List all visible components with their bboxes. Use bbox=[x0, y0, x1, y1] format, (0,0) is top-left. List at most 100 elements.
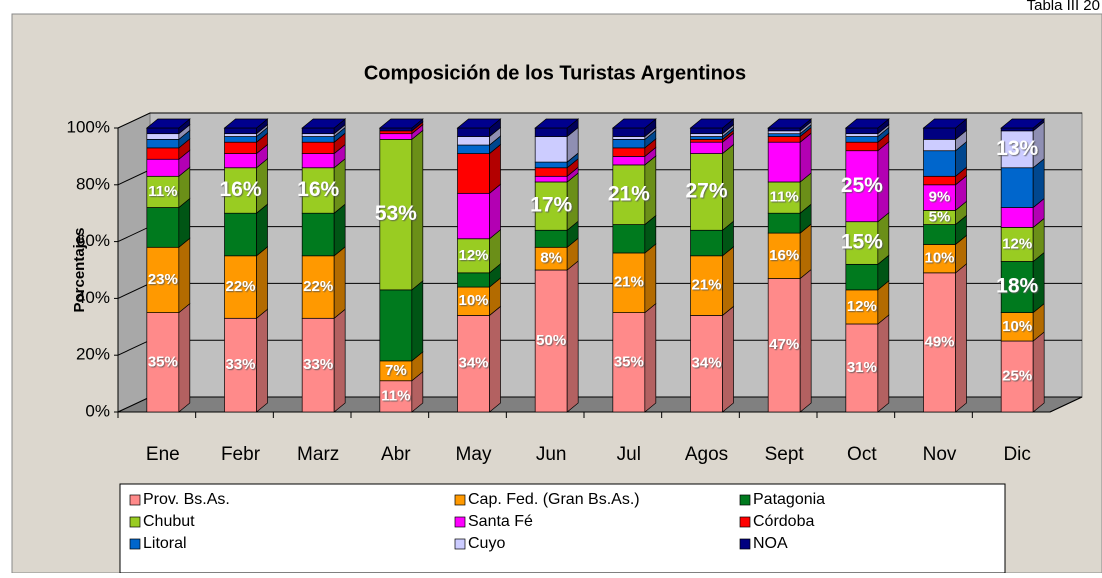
bar-front bbox=[534, 136, 568, 163]
side-wall bbox=[117, 112, 151, 413]
data-label: 33% bbox=[225, 356, 255, 373]
bar-segment bbox=[923, 263, 967, 413]
bar-segment bbox=[224, 158, 268, 214]
data-label: 13% bbox=[996, 137, 1038, 160]
bar-front bbox=[224, 167, 257, 214]
bar-segment bbox=[301, 203, 346, 257]
data-label: 12% bbox=[1002, 235, 1032, 252]
bar-front bbox=[845, 136, 879, 143]
legend-swatch bbox=[454, 538, 466, 550]
bar-front bbox=[146, 147, 180, 160]
bar-side bbox=[256, 308, 268, 413]
bar-front bbox=[612, 224, 646, 254]
bar-front bbox=[379, 127, 413, 132]
bar-side bbox=[644, 243, 657, 314]
bar-segment bbox=[845, 254, 890, 291]
bar-segment bbox=[146, 166, 191, 209]
bar-front bbox=[767, 133, 801, 137]
bar-segment bbox=[1000, 251, 1045, 314]
bar-front bbox=[457, 136, 490, 146]
bar-side bbox=[877, 314, 890, 413]
x-tick-label: Dic bbox=[1003, 444, 1030, 465]
data-label: 35% bbox=[148, 353, 178, 370]
bar-front bbox=[379, 380, 413, 413]
bar-side bbox=[178, 302, 191, 413]
legend-label: Cuyo bbox=[468, 535, 505, 552]
bar-front bbox=[301, 136, 335, 143]
bar-front bbox=[690, 141, 723, 154]
bar-side bbox=[178, 237, 191, 314]
bar-front bbox=[1000, 167, 1034, 208]
bar-front bbox=[146, 246, 180, 313]
data-label: 16% bbox=[297, 178, 339, 201]
bar-front bbox=[690, 127, 723, 135]
bar-side bbox=[722, 246, 734, 317]
bar-front bbox=[767, 278, 801, 413]
bar-segment bbox=[923, 175, 967, 212]
bar-front bbox=[923, 127, 956, 140]
bar-side bbox=[644, 302, 657, 413]
bar-segment bbox=[1000, 158, 1045, 209]
bar-segment bbox=[690, 220, 734, 257]
bar-side bbox=[256, 246, 268, 320]
legend-swatch bbox=[129, 494, 141, 506]
bar-front bbox=[224, 136, 257, 143]
bar-front bbox=[457, 238, 490, 274]
bar-segment bbox=[1000, 302, 1045, 342]
data-label: 12% bbox=[458, 247, 488, 264]
bar-front bbox=[224, 153, 257, 169]
bar-segment bbox=[612, 214, 657, 254]
bar-front bbox=[767, 136, 801, 143]
data-label: 18% bbox=[996, 275, 1038, 298]
data-label: 10% bbox=[458, 292, 488, 309]
bar-front bbox=[612, 136, 646, 140]
data-label: 27% bbox=[685, 179, 727, 202]
bar-segment bbox=[457, 143, 501, 195]
data-label: 9% bbox=[929, 189, 951, 206]
bar-front bbox=[379, 133, 413, 140]
bar-segment bbox=[612, 243, 657, 314]
bar-front bbox=[612, 312, 646, 413]
y-tick-label: 60% bbox=[76, 231, 110, 250]
bar-front bbox=[845, 133, 879, 137]
bar-front bbox=[457, 144, 490, 154]
bar-segment bbox=[534, 260, 579, 413]
bar-segment bbox=[767, 126, 812, 143]
legend-swatch bbox=[129, 516, 141, 528]
legend-label: Patagonia bbox=[753, 491, 825, 508]
bar-front bbox=[690, 133, 723, 137]
data-label: 16% bbox=[219, 178, 261, 201]
bar-front bbox=[224, 127, 257, 135]
bar-segment bbox=[845, 280, 890, 325]
bar-side bbox=[411, 280, 424, 362]
legend-label: Córdoba bbox=[753, 513, 814, 530]
bar-top bbox=[1000, 118, 1046, 129]
bar-front bbox=[845, 141, 879, 152]
bar-side bbox=[489, 183, 501, 240]
data-label: 8% bbox=[540, 250, 562, 267]
grid-line bbox=[117, 112, 1082, 129]
bar-front bbox=[923, 224, 956, 245]
bar-front bbox=[224, 133, 257, 137]
bar-front bbox=[146, 139, 180, 149]
bar-side bbox=[566, 260, 579, 413]
bar-front bbox=[612, 139, 646, 149]
bar-segment bbox=[923, 214, 967, 246]
bar-front bbox=[845, 263, 879, 291]
bar-front bbox=[301, 153, 335, 169]
bar-front bbox=[690, 139, 723, 143]
bar-top bbox=[922, 118, 968, 129]
bar-front bbox=[845, 221, 879, 265]
bar-segment bbox=[1000, 197, 1045, 229]
bar-segment bbox=[224, 143, 268, 169]
data-label: 25% bbox=[1002, 367, 1032, 384]
bar-front bbox=[612, 156, 646, 166]
floor-edge bbox=[1049, 396, 1083, 413]
data-label: 31% bbox=[847, 359, 877, 376]
bar-side bbox=[333, 246, 346, 320]
corner-note: Tabla III 20 bbox=[1027, 0, 1100, 14]
data-label: 5% bbox=[929, 208, 951, 225]
x-tick-label: May bbox=[456, 444, 492, 465]
bar-front bbox=[845, 127, 879, 135]
bar-top bbox=[223, 118, 269, 129]
